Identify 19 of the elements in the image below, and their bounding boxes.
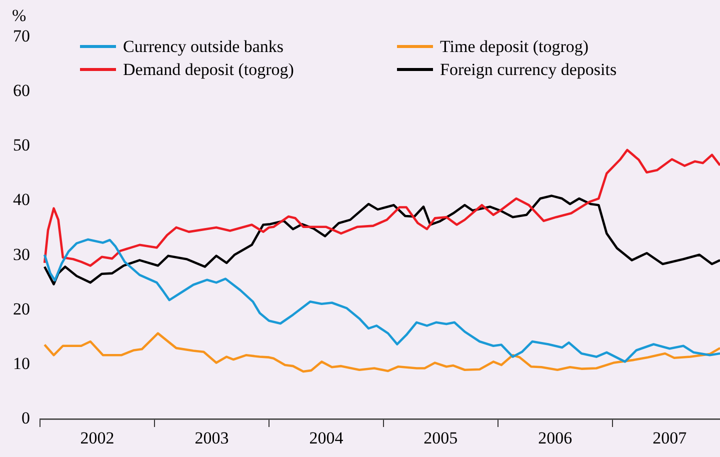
y-tick-label: 20	[13, 299, 30, 318]
x-tick-label: 2005	[424, 428, 458, 448]
legend-label: Foreign currency deposits	[440, 60, 617, 80]
y-tick-label: 10	[13, 354, 30, 373]
x-tick-label: 2003	[194, 428, 229, 448]
y-tick-label: 30	[13, 244, 30, 264]
legend-label: Demand deposit (togrog)	[123, 60, 294, 80]
x-tick-label: 2007	[652, 428, 688, 448]
y-tick-label: 40	[13, 190, 30, 210]
y-tick-label: 0	[22, 408, 30, 428]
legend-label: Currency outside banks	[123, 36, 284, 56]
x-tick-label: 2002	[80, 428, 114, 448]
legend-label: Time deposit (togrog)	[440, 36, 589, 56]
y-tick-label: 50	[13, 136, 30, 155]
y-tick-label: 70	[13, 26, 30, 46]
x-tick-label: 2004	[309, 428, 344, 448]
x-tick-label: 2006	[538, 428, 572, 448]
y-axis-title: %	[12, 6, 26, 26]
y-tick-label: 60	[13, 81, 30, 100]
